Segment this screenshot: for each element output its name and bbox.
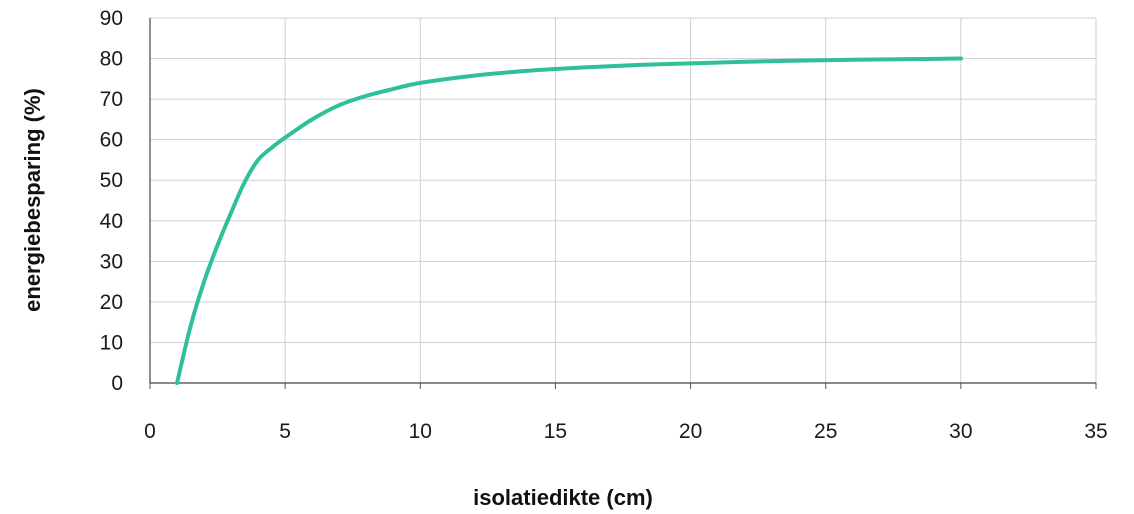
y-tick-label: 80 [100,48,123,71]
y-tick-label: 0 [111,372,123,395]
x-tick-label: 0 [144,420,156,443]
x-tick-label: 15 [544,420,567,443]
grid-lines [150,17,1097,383]
series-line [175,56,963,385]
x-tick-label: 20 [679,420,702,443]
y-axis-title: energiebesparing (%) [20,88,45,312]
series-lines [175,56,963,385]
x-tick-label: 25 [814,420,837,443]
x-axis-title: isolatiedikte (cm) [473,485,653,510]
y-tick-label: 60 [100,129,123,152]
x-tick-label: 10 [409,420,432,443]
x-tick-label: 5 [279,420,291,443]
y-tick-label: 70 [100,88,123,111]
y-tick-label: 30 [100,250,123,273]
tick-labels: 0 5 10 15 20 25 30 35 0 10 20 30 40 50 60 70 80 90 [100,7,1108,443]
y-tick-label: 10 [100,331,123,354]
y-tick-label: 40 [100,210,123,233]
y-tick-label: 90 [100,7,123,30]
axes [149,18,1097,389]
y-tick-label: 20 [100,291,123,314]
x-tick-label: 30 [949,420,972,443]
y-tick-label: 50 [100,169,123,192]
x-tick-label: 35 [1084,420,1107,443]
